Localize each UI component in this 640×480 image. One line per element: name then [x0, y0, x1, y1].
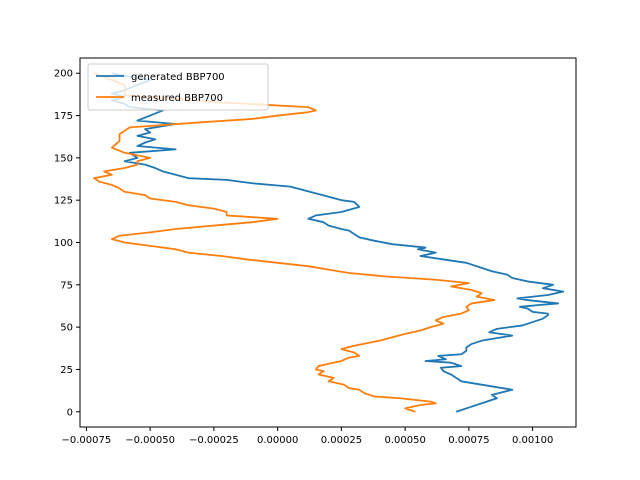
x-tick-label: 0.00050: [384, 435, 425, 446]
y-axis: 0 25 50 75 100 125 150 175 200: [54, 69, 80, 418]
y-tick-label: 0: [67, 407, 73, 418]
legend-label-measured: measured BBP700: [131, 93, 223, 104]
x-tick-label: 0.00100: [512, 435, 553, 446]
x-axis: −0.00075 −0.00050 −0.00025 0.00000 0.00025 0.…: [62, 427, 553, 446]
legend-label-generated: generated BBP700: [131, 72, 225, 83]
x-tick-label: 0.00075: [448, 435, 489, 446]
x-tick-label: 0.00025: [321, 435, 362, 446]
x-tick-label: −0.00075: [62, 435, 112, 446]
y-tick-label: 175: [54, 111, 73, 122]
series-layer: [93, 72, 565, 413]
y-tick-label: 25: [60, 365, 73, 376]
y-tick-label: 100: [54, 238, 73, 249]
x-tick-label: −0.00050: [125, 435, 175, 446]
plot-area: [80, 58, 576, 427]
x-tick-label: −0.00025: [189, 435, 239, 446]
y-tick-label: 150: [54, 153, 73, 164]
series-line-1: [93, 72, 496, 413]
legend: generated BBP700 measured BBP700: [87, 63, 269, 111]
legend-frame: [87, 63, 269, 111]
series-line-0: [110, 72, 565, 413]
y-tick-label: 125: [54, 196, 73, 207]
y-tick-label: 200: [54, 69, 73, 80]
x-tick-label: 0.00000: [257, 435, 298, 446]
y-tick-label: 50: [60, 323, 73, 334]
y-tick-label: 75: [60, 280, 73, 291]
